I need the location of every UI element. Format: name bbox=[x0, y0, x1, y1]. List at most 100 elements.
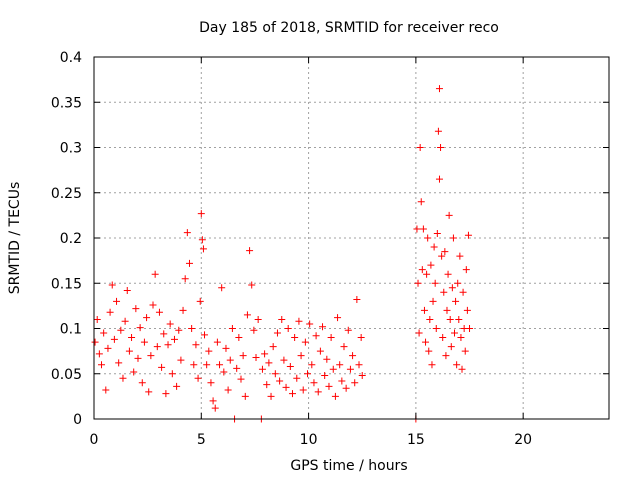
chart-title: Day 185 of 2018, SRMTID for receiver rec… bbox=[199, 20, 499, 36]
data-point bbox=[323, 355, 331, 363]
data-point bbox=[442, 352, 450, 360]
x-tick-label: 15 bbox=[407, 432, 425, 448]
data-point bbox=[441, 248, 449, 256]
data-point bbox=[166, 320, 174, 328]
data-point bbox=[415, 329, 423, 337]
y-tick-label: 0.1 bbox=[60, 322, 82, 338]
data-point bbox=[93, 315, 101, 323]
data-point bbox=[439, 334, 447, 342]
data-point bbox=[254, 315, 262, 323]
data-point bbox=[293, 374, 301, 382]
y-axis-title: SRMTID / TECUs bbox=[7, 182, 23, 295]
data-point bbox=[267, 392, 275, 400]
data-point bbox=[316, 347, 324, 355]
data-point bbox=[306, 320, 314, 328]
data-point bbox=[123, 286, 131, 294]
data-point bbox=[310, 379, 318, 387]
data-point bbox=[461, 347, 469, 355]
data-point bbox=[250, 326, 258, 334]
data-point bbox=[128, 334, 136, 342]
x-tick-label: 20 bbox=[514, 432, 532, 448]
data-point bbox=[357, 334, 365, 342]
data-point bbox=[207, 379, 215, 387]
data-point bbox=[220, 368, 228, 376]
data-point bbox=[197, 210, 205, 218]
data-point bbox=[239, 352, 247, 360]
data-point bbox=[218, 284, 226, 292]
data-point bbox=[458, 365, 466, 373]
data-point bbox=[417, 198, 425, 206]
data-point bbox=[284, 325, 292, 332]
data-point bbox=[427, 261, 435, 269]
data-point bbox=[102, 386, 110, 394]
x-axis-title: GPS time / hours bbox=[290, 458, 407, 474]
data-point bbox=[235, 334, 243, 342]
data-point bbox=[104, 344, 112, 352]
data-point bbox=[136, 324, 144, 332]
data-point bbox=[452, 297, 460, 305]
data-point bbox=[237, 375, 245, 383]
data-point bbox=[199, 245, 207, 253]
data-point bbox=[429, 297, 437, 305]
data-point bbox=[435, 85, 443, 93]
data-point bbox=[336, 361, 344, 369]
data-point bbox=[331, 392, 339, 400]
data-point bbox=[416, 144, 424, 151]
data-point bbox=[419, 225, 427, 233]
data-point bbox=[177, 356, 185, 364]
data-point bbox=[121, 317, 129, 325]
data-point bbox=[312, 332, 320, 340]
data-point bbox=[205, 347, 213, 355]
data-point bbox=[426, 315, 434, 323]
data-point bbox=[246, 247, 254, 255]
data-point bbox=[179, 306, 187, 314]
data-point bbox=[98, 361, 106, 369]
data-point bbox=[252, 353, 260, 361]
data-point bbox=[198, 236, 206, 244]
data-point bbox=[425, 347, 433, 355]
y-tick-label: 0.25 bbox=[51, 186, 82, 202]
data-point bbox=[453, 361, 461, 369]
data-point bbox=[451, 329, 458, 337]
y-tick-label: 0.2 bbox=[60, 231, 82, 247]
data-point bbox=[431, 279, 439, 287]
data-point bbox=[291, 334, 299, 342]
data-point bbox=[455, 315, 463, 323]
data-point bbox=[440, 288, 448, 296]
data-point bbox=[188, 325, 196, 332]
y-tick-label: 0.4 bbox=[60, 50, 82, 66]
y-tick-label: 0.35 bbox=[51, 95, 82, 111]
data-point bbox=[194, 374, 202, 382]
data-point bbox=[418, 266, 426, 274]
data-point bbox=[423, 270, 431, 278]
data-point bbox=[183, 229, 191, 237]
data-point bbox=[340, 343, 348, 351]
data-point bbox=[162, 390, 170, 398]
data-point bbox=[438, 252, 446, 260]
data-point bbox=[261, 350, 269, 358]
data-point bbox=[443, 306, 451, 314]
data-point bbox=[192, 341, 200, 349]
data-point bbox=[113, 297, 121, 305]
data-point bbox=[299, 386, 307, 394]
data-point bbox=[175, 326, 183, 334]
data-point bbox=[201, 331, 209, 339]
data-point bbox=[353, 296, 361, 304]
y-tick-label: 0.3 bbox=[60, 141, 82, 157]
x-tick-label: 0 bbox=[90, 432, 99, 448]
data-point bbox=[434, 127, 442, 135]
data-point bbox=[145, 388, 153, 396]
data-point bbox=[325, 382, 333, 390]
data-point bbox=[444, 270, 452, 278]
data-point bbox=[420, 306, 428, 314]
y-tick-label: 0.15 bbox=[51, 276, 82, 292]
data-point bbox=[280, 356, 288, 364]
y-tick-label: 0 bbox=[73, 412, 82, 428]
data-point bbox=[115, 359, 123, 367]
grid bbox=[94, 57, 609, 419]
data-point bbox=[414, 279, 422, 287]
data-point bbox=[213, 338, 221, 346]
data-point bbox=[351, 379, 359, 387]
data-point bbox=[196, 297, 204, 305]
